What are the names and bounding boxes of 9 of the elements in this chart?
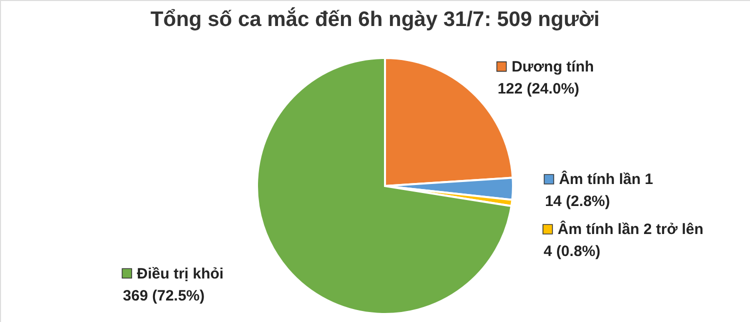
data-label: 369 (72.5%) <box>122 287 205 304</box>
data-label: 4 (0.8%) <box>544 243 600 260</box>
data-label: 14 (2.8%) <box>544 193 610 210</box>
legend-label: Âm tính lần 1 <box>558 170 654 188</box>
legend-label: Điều trị khỏi <box>136 265 224 282</box>
legend-label: Âm tính lần 2 trở lên <box>558 220 704 238</box>
data-label: 122 (24.0%) <box>498 80 580 98</box>
chart-title: Tổng số ca mắc đến 6h ngày 31/7: 509 người <box>150 7 600 31</box>
legend-label: Dương tính <box>512 58 594 76</box>
